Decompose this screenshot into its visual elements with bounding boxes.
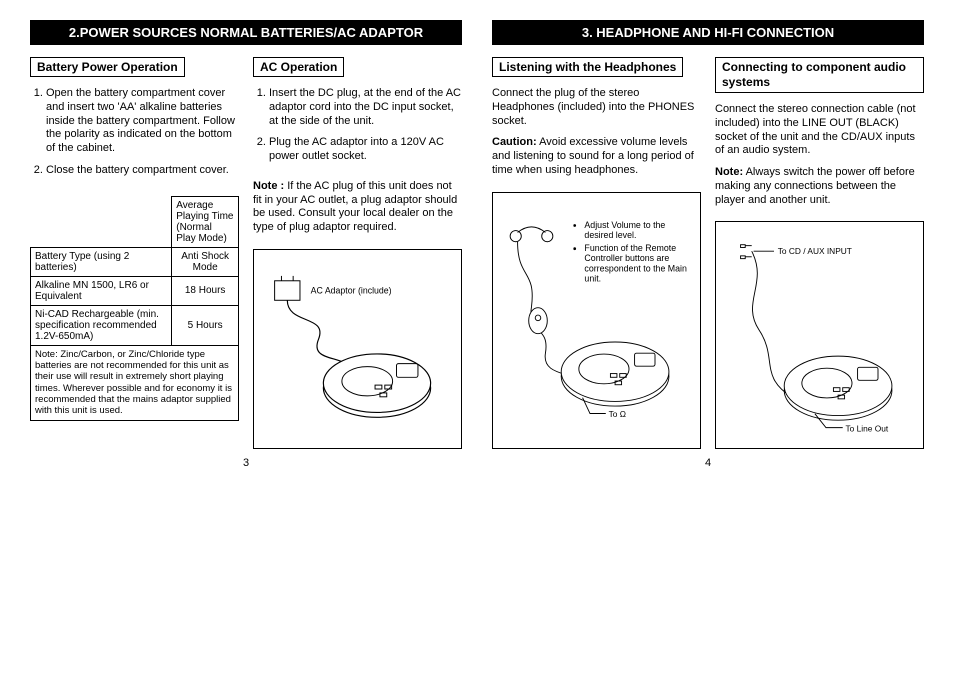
section-bar-headphone: 3. HEADPHONE AND HI-FI CONNECTION: [492, 20, 924, 45]
to-ohm-label: To Ω: [609, 409, 626, 419]
cell-nicad: Ni-CAD Rechargeable (min. specification …: [31, 305, 172, 345]
col-ac: AC Operation Insert the DC plug, at the …: [253, 57, 462, 449]
left-columns: Battery Power Operation Open the battery…: [30, 57, 462, 449]
hp-bullets: Adjust Volume to the desired level. Func…: [573, 221, 689, 285]
battery-step-1: Open the battery compartment cover and i…: [46, 87, 239, 156]
col-battery: Battery Power Operation Open the battery…: [30, 57, 239, 449]
battery-table: Average Playing Time (Normal Play Mode) …: [30, 196, 239, 421]
right-columns: Listening with the Headphones Connect th…: [492, 57, 924, 449]
hp-bullet-2: Function of the Remote Controller button…: [584, 244, 689, 285]
hp-bullet-1: Adjust Volume to the desired level.: [584, 221, 689, 241]
subhead-component: Connecting to component audio systems: [715, 57, 924, 93]
page-number-right: 4: [492, 457, 924, 469]
ac-steps: Insert the DC plug, at the end of the AC…: [253, 87, 462, 172]
cell-avg-time: Average Playing Time (Normal Play Mode): [172, 196, 239, 247]
ac-step-2: Plug the AC adaptor into a 120V AC power…: [269, 136, 462, 164]
battery-step-2: Close the battery compartment cover.: [46, 164, 239, 178]
subhead-battery: Battery Power Operation: [30, 57, 185, 77]
cell-empty: [31, 196, 172, 247]
to-cd-aux-label: To CD / AUX INPUT: [778, 246, 852, 256]
cell-table-note: Note: Zinc/Carbon, or Zinc/Chloride type…: [31, 345, 239, 420]
battery-steps: Open the battery compartment cover and i…: [30, 87, 239, 186]
subhead-ac: AC Operation: [253, 57, 344, 77]
ac-step-1: Insert the DC plug, at the end of the AC…: [269, 87, 462, 128]
hp-p1: Connect the plug of the stereo Headphone…: [492, 87, 701, 128]
page-number-left: 3: [30, 457, 462, 469]
pages-wrapper: 2.POWER SOURCES NORMAL BATTERIES/AC ADAP…: [30, 20, 924, 469]
col-component: Connecting to component audio systems Co…: [715, 57, 924, 449]
to-lineout-label: To Line Out: [845, 424, 888, 434]
section-bar-power: 2.POWER SOURCES NORMAL BATTERIES/AC ADAP…: [30, 20, 462, 45]
cell-alkaline: Alkaline MN 1500, LR6 or Equivalent: [31, 276, 172, 305]
cell-batt-type: Battery Type (using 2 batteries): [31, 247, 172, 276]
figure-headphones: Adjust Volume to the desired level. Func…: [492, 192, 701, 449]
figure-ac-adaptor: AC Adaptor (include): [253, 249, 462, 449]
cell-18h: 18 Hours: [172, 276, 239, 305]
page-right: 3. HEADPHONE AND HI-FI CONNECTION Listen…: [492, 20, 924, 469]
ac-adaptor-illustration-icon: AC Adaptor (include): [260, 256, 455, 442]
figure-lineout: To CD / AUX INPUT T: [715, 221, 924, 449]
subhead-headphones: Listening with the Headphones: [492, 57, 683, 77]
col-headphones: Listening with the Headphones Connect th…: [492, 57, 701, 449]
headphone-illustration-icon: Adjust Volume to the desired level. Func…: [499, 199, 694, 442]
comp-p1: Connect the stereo connection cable (not…: [715, 103, 924, 158]
lineout-illustration-icon: To CD / AUX INPUT T: [722, 228, 917, 442]
page-left: 2.POWER SOURCES NORMAL BATTERIES/AC ADAP…: [30, 20, 462, 469]
cell-anti-shock: Anti Shock Mode: [172, 247, 239, 276]
hp-caution: Caution: Avoid excessive volume levels a…: [492, 136, 701, 177]
fig-caption: AC Adaptor (include): [311, 285, 392, 295]
comp-note: Note: Always switch the power off before…: [715, 166, 924, 207]
cell-5h: 5 Hours: [172, 305, 239, 345]
ac-note: Note : If the AC plug of this unit does …: [253, 180, 462, 235]
